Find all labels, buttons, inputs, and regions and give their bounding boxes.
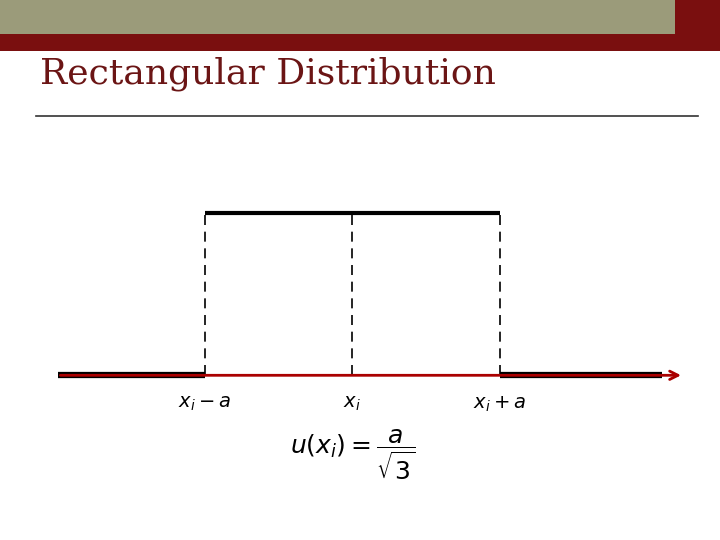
Text: Rectangular Distribution: Rectangular Distribution xyxy=(40,57,495,91)
Text: $x_i - a$: $x_i - a$ xyxy=(179,395,231,413)
Text: $u(x_i) = \dfrac{a}{\sqrt{3}}$: $u(x_i) = \dfrac{a}{\sqrt{3}}$ xyxy=(289,427,415,482)
Text: $x_i + a$: $x_i + a$ xyxy=(473,395,526,414)
Text: $x_i$: $x_i$ xyxy=(343,395,361,413)
